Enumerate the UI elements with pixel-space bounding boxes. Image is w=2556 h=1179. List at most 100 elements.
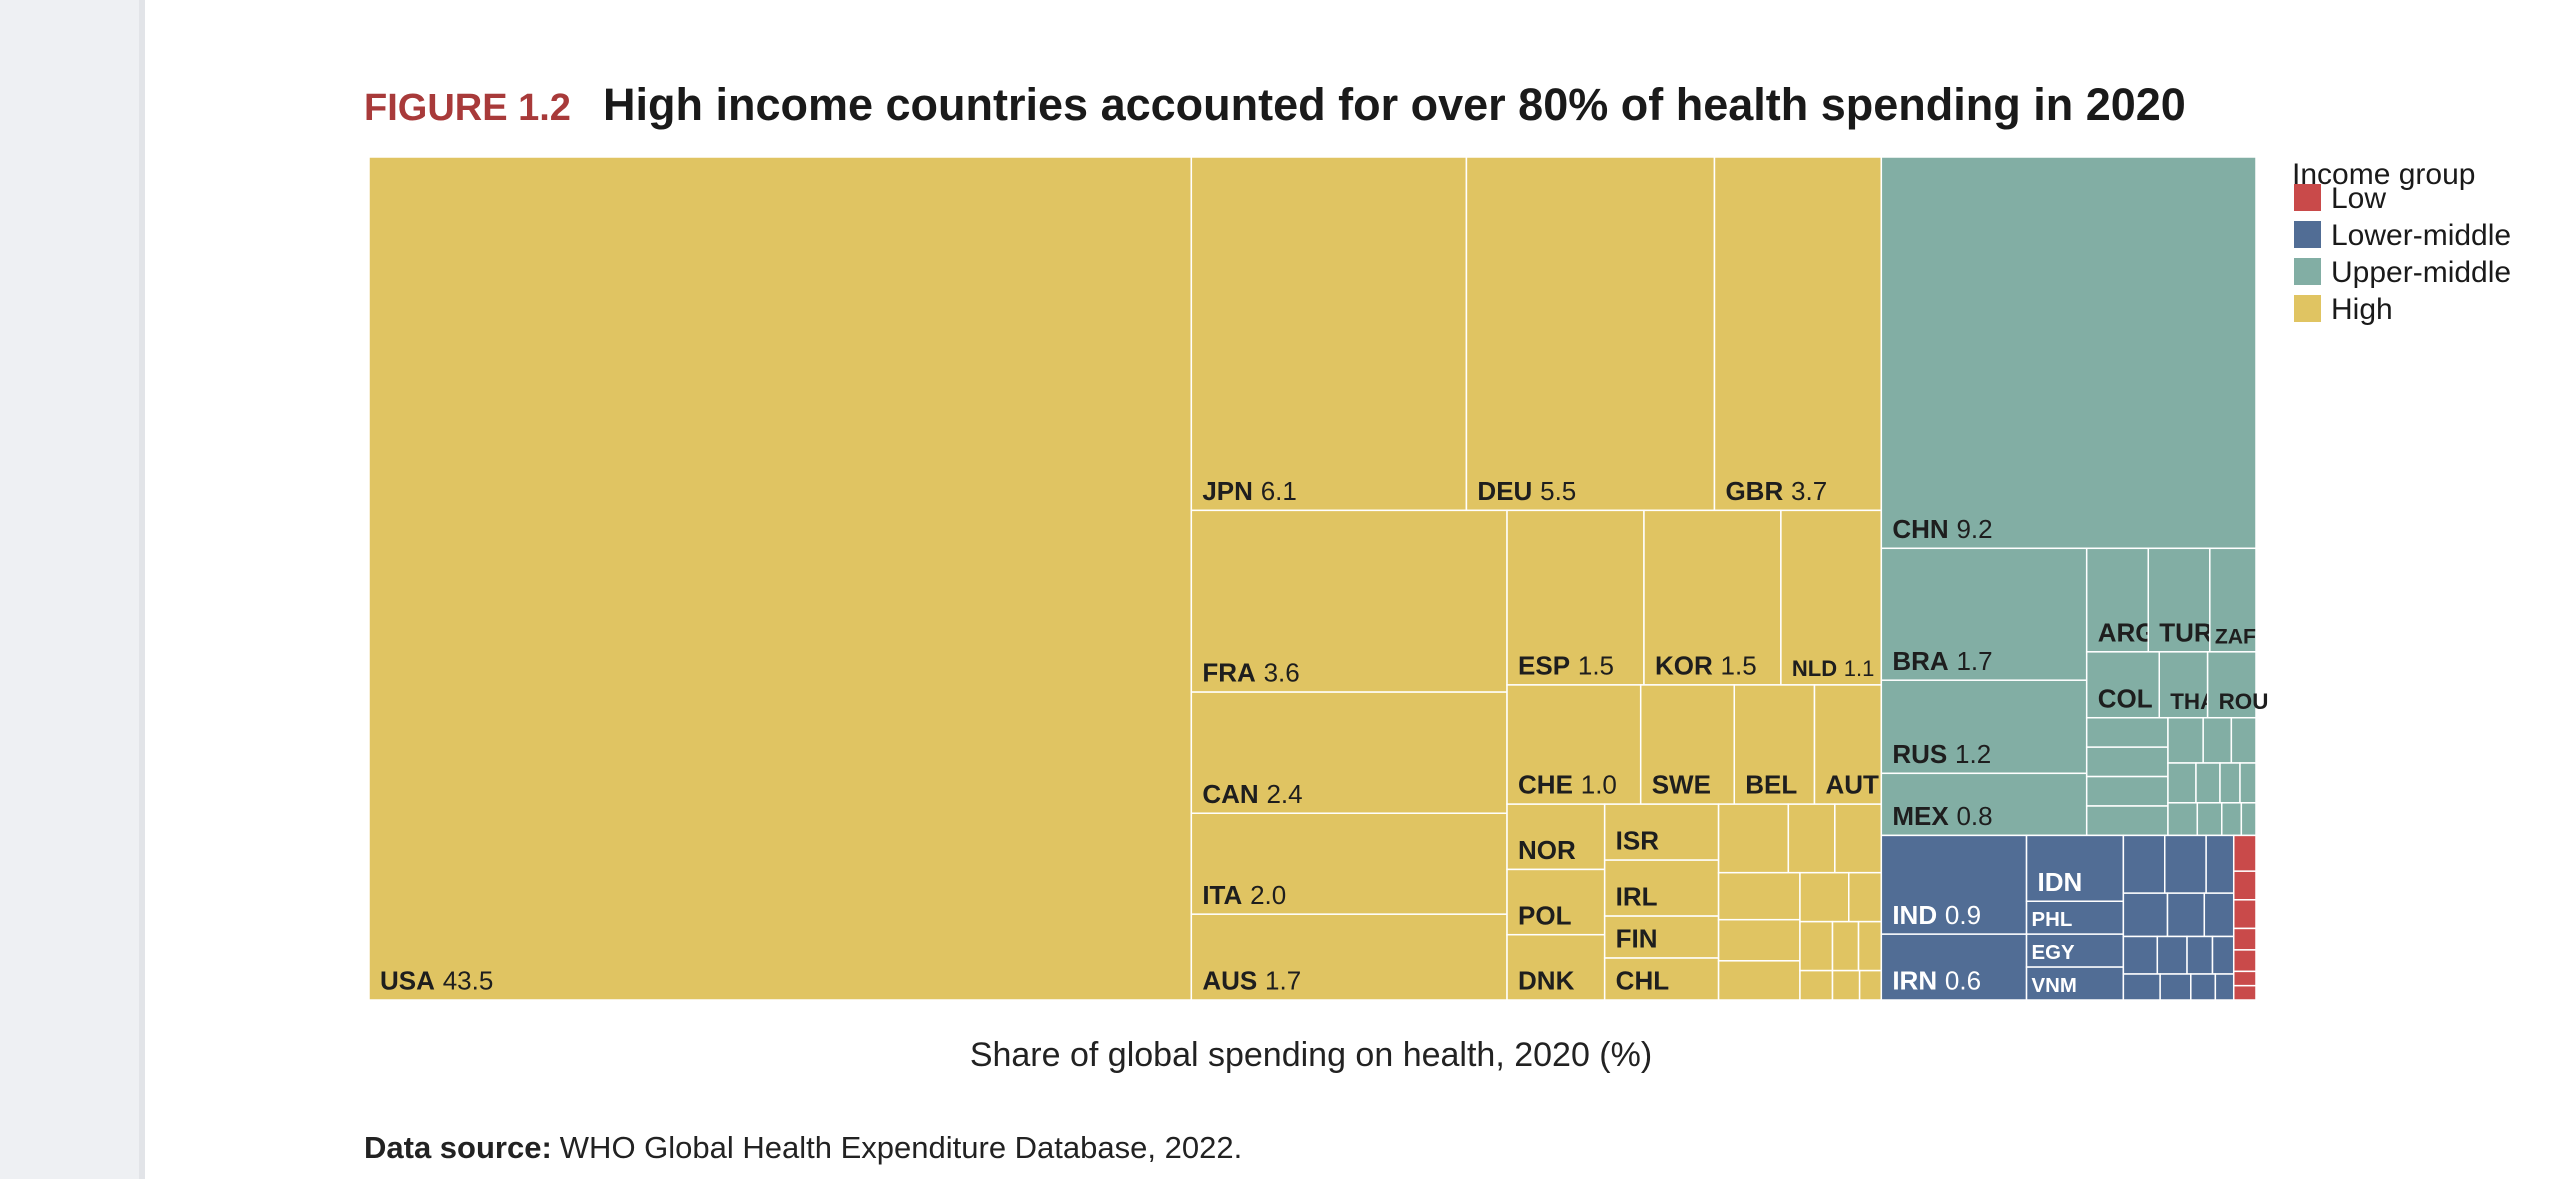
treemap-cell <box>2122 935 2159 975</box>
cell-label: PHL <box>2032 909 2073 931</box>
treemap-cell <box>1733 684 1816 805</box>
cell-label: ISR <box>1616 826 1660 856</box>
share-value: 6.1 <box>1261 476 1297 506</box>
country-code: ESP <box>1518 651 1570 681</box>
country-code: CHN <box>1892 514 1948 544</box>
treemap-cell <box>2240 802 2257 837</box>
country-code: NLD <box>1792 656 1837 681</box>
share-value: 1.5 <box>1721 651 1757 681</box>
treemap-cell <box>2186 935 2214 975</box>
country-code: ITA <box>1202 880 1242 910</box>
sidebar-edge <box>139 0 145 1179</box>
treemap-cell <box>1848 871 1883 923</box>
country-code: CAN <box>1202 779 1258 809</box>
legend-label: Upper-middle <box>2331 256 2511 289</box>
treemap-cell <box>2159 973 2192 1001</box>
source: Data source: WHO Global Health Expenditur… <box>364 1130 1242 1165</box>
treemap-cell <box>2211 935 2235 975</box>
country-code: PHL <box>2032 909 2073 931</box>
cell-label: FRA 3.6 <box>1202 658 1299 688</box>
share-value: 0.8 <box>1956 801 1992 831</box>
cell-label: IND 0.9 <box>1892 900 1981 930</box>
country-code: FRA <box>1202 658 1256 688</box>
treemap-cell <box>2195 762 2221 804</box>
cell-label: KOR 1.5 <box>1655 651 1757 681</box>
treemap-cell <box>1190 156 1468 512</box>
country-code: CHL <box>1616 966 1670 996</box>
treemap-cell <box>2156 935 2188 975</box>
share-value: 9.2 <box>1956 514 1992 544</box>
treemap-cell <box>2203 892 2235 938</box>
country-code: JPN <box>1202 476 1253 506</box>
cell-label: POL <box>1518 900 1572 930</box>
treemap-cell <box>2025 966 2125 1001</box>
country-code: SWE <box>1652 770 1711 800</box>
legend-label: Lower-middle <box>2331 219 2511 252</box>
treemap-cell <box>1787 803 1836 874</box>
share-value: 2.0 <box>1250 880 1286 910</box>
country-code: IDN <box>2038 867 2083 897</box>
share-value: 3.7 <box>1791 476 1827 506</box>
share-value: 1.5 <box>1578 651 1614 681</box>
country-code: USA <box>380 966 435 996</box>
country-code: MEX <box>1892 801 1949 831</box>
treemap-cell <box>1506 803 1606 871</box>
treemap-cell <box>2232 927 2257 951</box>
treemap-cell <box>2085 746 2169 778</box>
cell-label: FIN <box>1616 924 1658 954</box>
country-code: FIN <box>1616 924 1658 954</box>
treemap-cell <box>2232 949 2257 973</box>
cell-label: NLD 1.1 <box>1792 656 1874 681</box>
treemap-cell <box>1831 920 1860 972</box>
country-code: ZAF <box>2215 625 2256 648</box>
share-value: 1.1 <box>1844 656 1875 681</box>
treemap-cell <box>2147 547 2211 653</box>
treemap-cell <box>2206 651 2257 719</box>
treemap-cell <box>2164 834 2207 894</box>
treemap-cell <box>1799 871 1850 923</box>
country-code: DNK <box>1518 966 1575 996</box>
treemap-cell <box>1190 913 1508 1001</box>
country-code: BRA <box>1892 646 1949 676</box>
treemap: USA 43.5 JPN 6.1 DEU 5.5 GBR 3.7 FRA 3.6 CAN 2.4 ITA… <box>368 156 2269 1001</box>
country-code: IND <box>1892 900 1937 930</box>
treemap-cell <box>1880 772 2088 837</box>
cell-label: IRL <box>1616 882 1658 912</box>
treemap-cell <box>1717 871 1801 921</box>
cell-label: MEX 0.8 <box>1892 801 1992 831</box>
treemap-cell <box>2221 802 2243 837</box>
legend-swatch <box>2294 295 2321 322</box>
cell-label: IRN 0.6 <box>1892 966 1981 996</box>
cell-label: COL <box>2098 683 2153 713</box>
country-code: AUT <box>1825 770 1879 800</box>
treemap-cell <box>1506 868 1606 936</box>
cell-label: ZAF <box>2215 625 2256 648</box>
cell-label: BEL <box>1745 770 1797 800</box>
share-value: 3.6 <box>1264 658 1300 688</box>
cell-label: JPN 6.1 <box>1202 476 1297 506</box>
treemap-cell <box>1880 933 2028 1001</box>
cell-label: CHE 1.0 <box>1518 770 1617 800</box>
treemap-cell <box>1717 803 1790 874</box>
treemap-cell <box>1603 803 1720 861</box>
treemap-cell <box>2232 834 2257 872</box>
cell-label: NOR <box>1518 835 1576 865</box>
treemap-cell <box>2239 762 2257 804</box>
cell-label: TUR <box>2159 617 2213 647</box>
treemap-cell <box>2202 716 2233 764</box>
country-code: ROU <box>2219 689 2269 714</box>
country-code: EGY <box>2032 942 2075 964</box>
cell-label: ROU <box>2219 689 2269 714</box>
treemap-cell <box>2232 899 2257 930</box>
treemap-cell <box>2025 900 2125 935</box>
country-code: COL <box>2098 683 2153 713</box>
cell-label: CAN 2.4 <box>1202 779 1302 809</box>
treemap-cell <box>2167 762 2197 804</box>
treemap-cell <box>1506 684 1642 805</box>
treemap-cell <box>1639 684 1736 805</box>
country-code: TUR <box>2159 617 2213 647</box>
country-code: VNM <box>2032 975 2077 997</box>
treemap-cell <box>2122 973 2161 1001</box>
legend: Low Lower-middle Upper-middle High <box>2294 182 2511 326</box>
